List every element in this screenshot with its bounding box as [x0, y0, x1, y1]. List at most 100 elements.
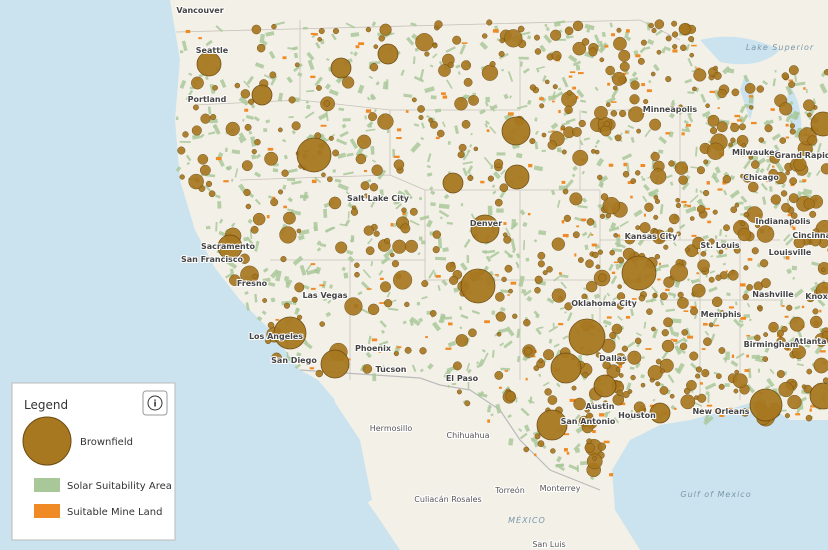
- solar-area: [219, 218, 224, 224]
- solar-area: [369, 93, 377, 101]
- mine-land: [702, 322, 708, 326]
- brownfield: [317, 37, 322, 42]
- brownfield: [296, 228, 302, 234]
- brownfield: [424, 51, 430, 57]
- brownfield: [784, 344, 790, 351]
- brownfield: [801, 384, 807, 389]
- solar-area: [661, 350, 669, 360]
- brownfield: [271, 352, 282, 364]
- solar-area: [635, 332, 642, 337]
- brownfield: [365, 26, 372, 33]
- solar-area: [683, 119, 689, 125]
- mine-land: [672, 49, 678, 53]
- solar-area: [574, 414, 581, 421]
- solar-area: [729, 189, 741, 199]
- mine-land: [717, 107, 720, 109]
- solar-area: [552, 322, 555, 328]
- brownfield: [613, 232, 619, 238]
- mine-land: [275, 318, 280, 321]
- solar-area: [267, 281, 276, 287]
- solar-area: [655, 29, 664, 36]
- brownfield: [723, 224, 730, 232]
- mine-land: [611, 271, 616, 275]
- solar-area: [724, 383, 730, 387]
- mine-land: [640, 164, 646, 168]
- solar-area: [483, 156, 492, 166]
- info-button[interactable]: [142, 390, 168, 416]
- solar-area: [714, 235, 718, 239]
- brownfield: [758, 137, 765, 143]
- solar-area: [535, 67, 540, 73]
- brownfield: [692, 236, 705, 250]
- brownfield: [421, 280, 429, 288]
- brownfield: [716, 121, 728, 133]
- solar-area: [816, 169, 821, 177]
- brownfield: [543, 349, 555, 361]
- solar-area: [665, 174, 673, 179]
- solar-area: [347, 255, 355, 263]
- mine-land: [785, 136, 790, 139]
- brownfield: [401, 207, 407, 213]
- brownfield: [578, 415, 590, 427]
- brownfield: [529, 84, 537, 91]
- solar-area: [606, 292, 611, 297]
- solar-area: [523, 424, 531, 432]
- brownfield: [744, 341, 751, 348]
- brownfield: [820, 163, 828, 175]
- solar-area: [561, 121, 570, 126]
- solar-area: [627, 124, 635, 130]
- brownfield: [743, 211, 750, 218]
- solar-area: [244, 291, 249, 295]
- brownfield: [624, 233, 636, 245]
- brownfield: [464, 400, 471, 407]
- brownfield: [649, 118, 662, 131]
- solar-area: [487, 406, 492, 413]
- solar-area: [793, 231, 799, 234]
- solar-area: [371, 21, 377, 27]
- solar-area: [378, 195, 386, 201]
- city-label: Sacramento: [201, 242, 256, 251]
- brownfield: [392, 239, 407, 254]
- brownfield: [768, 321, 779, 333]
- mine-land: [706, 404, 713, 407]
- solar-area: [259, 33, 265, 44]
- solar-area: [677, 346, 686, 355]
- solar-area: [629, 409, 634, 415]
- solar-area: [357, 84, 365, 94]
- solar-area: [341, 266, 346, 272]
- solar-area: [437, 285, 441, 291]
- solar-area: [792, 110, 799, 117]
- mine-land: [781, 305, 785, 307]
- solar-area: [318, 112, 329, 121]
- brownfield-large: [810, 111, 828, 137]
- brownfield: [598, 273, 607, 282]
- solar-area: [492, 349, 495, 358]
- brownfield: [599, 213, 606, 219]
- solar-area: [191, 134, 201, 140]
- solar-area: [609, 22, 613, 28]
- water-label: Gulf of Mexico: [680, 490, 751, 499]
- solar-area: [508, 254, 513, 258]
- mine-land: [592, 429, 596, 434]
- solar-area: [429, 186, 434, 191]
- mine-land: [532, 355, 536, 358]
- solar-area: [489, 251, 500, 259]
- brownfield: [495, 311, 506, 322]
- solar-area: [410, 141, 421, 153]
- brownfield: [495, 292, 505, 302]
- brownfield: [622, 170, 630, 178]
- brownfield: [288, 96, 296, 104]
- brownfield: [609, 331, 617, 340]
- brownfield: [678, 23, 691, 35]
- solar-area: [555, 463, 565, 468]
- brownfield: [467, 174, 474, 182]
- solar-area: [413, 75, 425, 83]
- solar-area: [489, 105, 496, 112]
- brownfield: [541, 132, 547, 138]
- mine-land: [562, 233, 569, 238]
- mine-land: [657, 278, 661, 281]
- solar-area: [247, 218, 253, 224]
- solar-area: [431, 321, 442, 332]
- solar-area: [283, 154, 288, 160]
- brownfield: [332, 28, 340, 35]
